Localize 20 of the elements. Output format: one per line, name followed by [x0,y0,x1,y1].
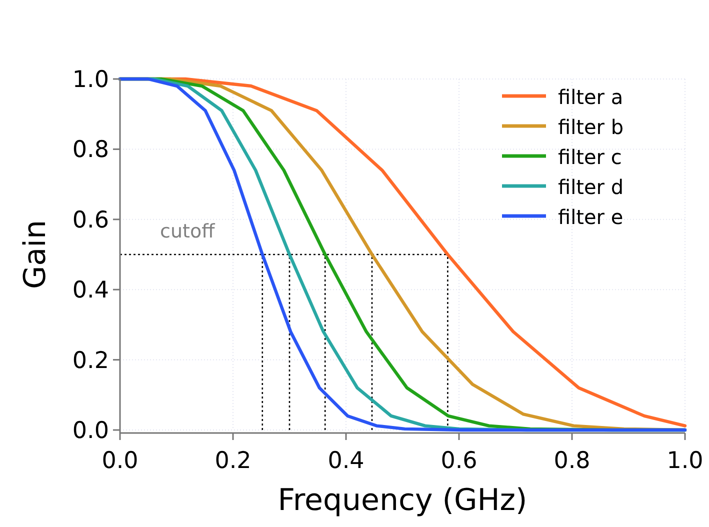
ref-line-label: cutoff [160,220,216,242]
y-tick-label: 1.0 [72,67,109,93]
y-axis-title: Gain [18,220,53,289]
y-tick-label: 0.0 [72,418,109,444]
x-tick-label: 0.8 [554,448,590,474]
legend-label: filter a [558,85,624,109]
legend-label: filter b [558,115,624,139]
x-tick-label: 0.0 [102,448,138,474]
y-tick-label: 0.6 [72,207,109,234]
legend-label: filter c [558,145,622,169]
legend-label: filter e [558,205,624,229]
x-tick-label: 0.2 [214,448,252,474]
x-tick-label: 0.4 [328,448,364,474]
legend-label: filter d [558,175,624,199]
y-tick-label: 0.4 [72,278,109,304]
y-tick-label: 0.8 [72,137,109,164]
x-tick-label: 1.0 [666,448,704,474]
y-tick-label: 0.2 [72,348,109,374]
x-axis-title: Frequency (GHz) [278,483,528,518]
x-tick-label: 0.6 [440,448,478,474]
